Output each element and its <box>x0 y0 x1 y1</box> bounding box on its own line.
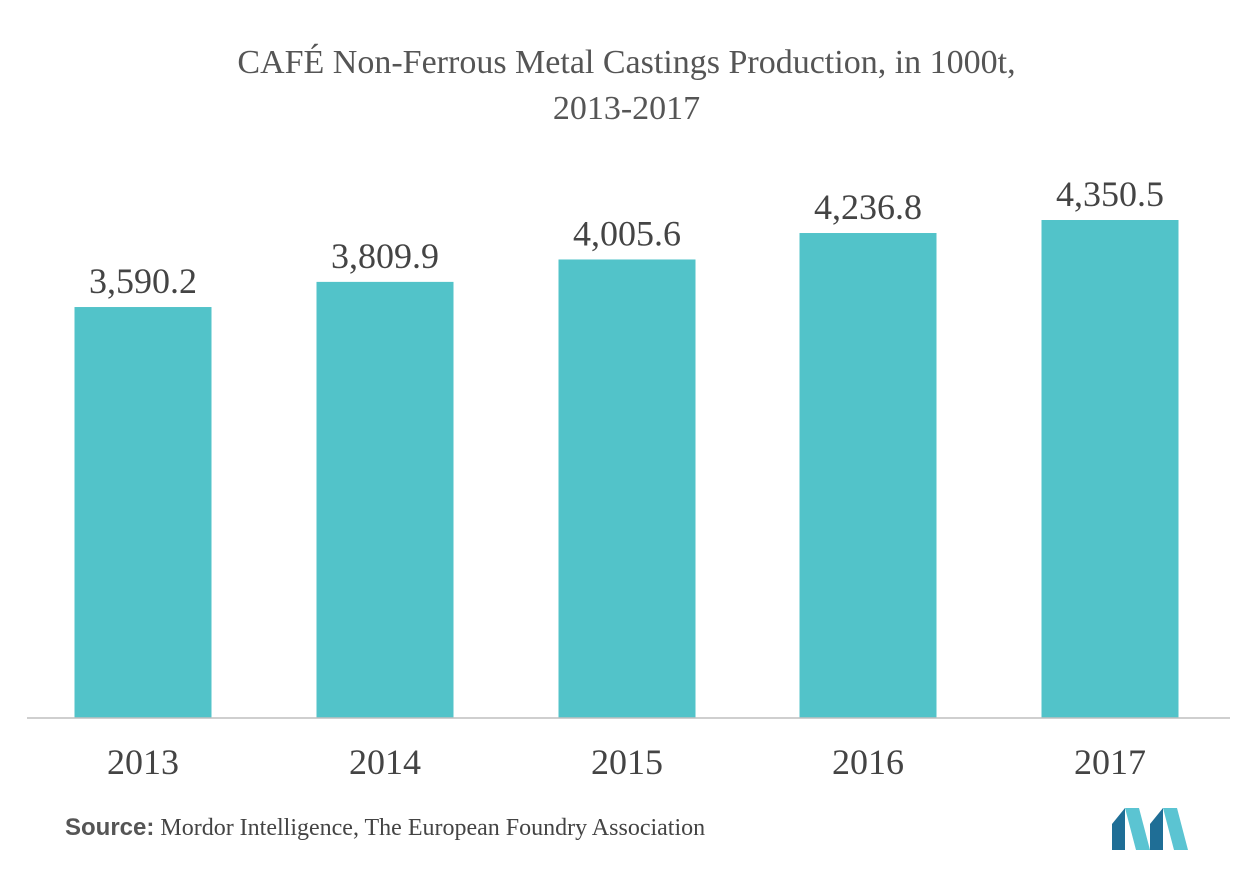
chart-title-line-2: 2013-2017 <box>552 90 701 127</box>
x-tick-label-2017: 2017 <box>1074 742 1146 782</box>
x-tick-label-2014: 2014 <box>349 742 421 782</box>
x-tick-label-2016: 2016 <box>832 742 904 782</box>
x-tick-label-group: 2013 2014 2015 2016 2017 <box>107 742 1146 782</box>
bar-2016 <box>799 233 937 718</box>
value-label-2017: 4,350.5 <box>1056 174 1164 214</box>
value-label-2014: 3,809.9 <box>331 236 439 276</box>
source-label: Source: <box>65 814 155 841</box>
x-tick-label-2013: 2013 <box>107 742 179 782</box>
source-note: Source: Mordor Intelligence, The Europea… <box>65 814 705 842</box>
bar-2013 <box>74 307 212 718</box>
source-text: Mordor Intelligence, The European Foundr… <box>160 815 706 841</box>
bar-2017 <box>1041 220 1179 718</box>
value-label-2015: 4,005.6 <box>573 213 681 253</box>
value-label-2016: 4,236.8 <box>814 187 922 227</box>
chart-title: CAFÉ Non-Ferrous Metal Castings Producti… <box>0 40 1253 132</box>
bar-2015 <box>558 259 696 718</box>
bar-group <box>74 220 1179 718</box>
value-label-2013: 3,590.2 <box>89 261 197 301</box>
x-tick-label-2015: 2015 <box>591 742 663 782</box>
bar-2014 <box>316 281 454 718</box>
value-label-group: 3,590.2 3,809.9 4,005.6 4,236.8 4,350.5 <box>89 174 1164 301</box>
chart-title-line-1: CAFÉ Non-Ferrous Metal Castings Producti… <box>237 44 1016 81</box>
mordor-intelligence-logo-icon <box>1112 808 1188 850</box>
